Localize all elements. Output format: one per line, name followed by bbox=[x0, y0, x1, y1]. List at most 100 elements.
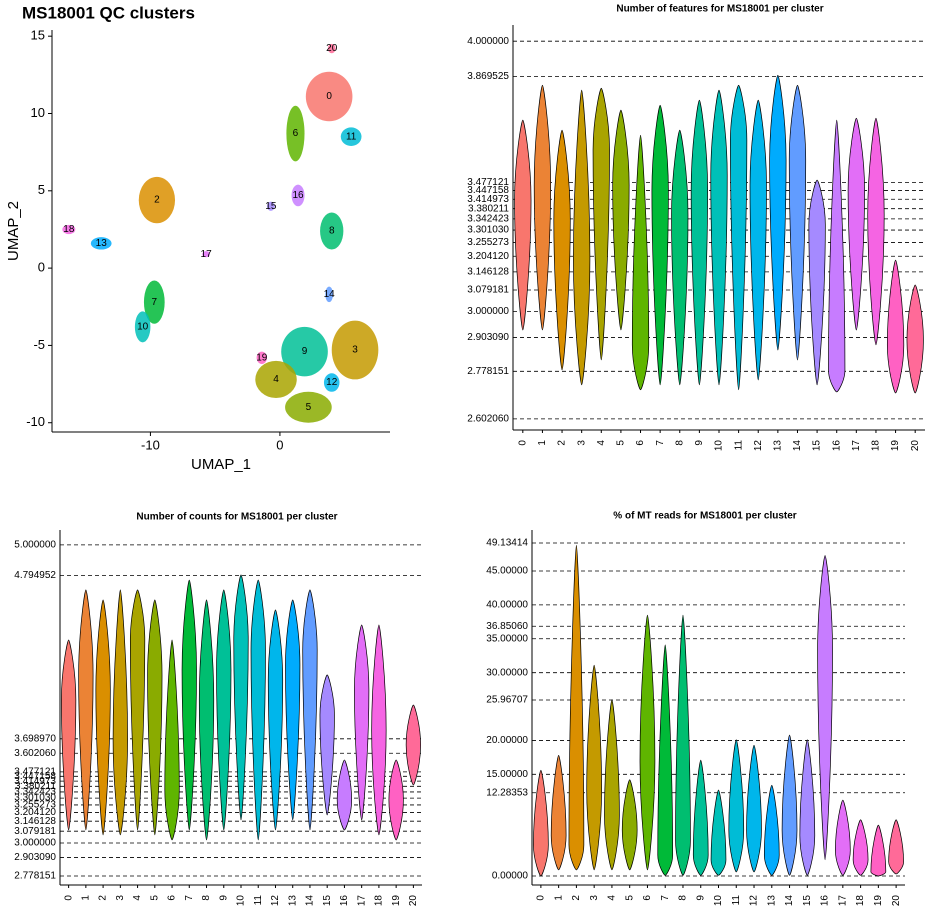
y-tick-label: 3.869525 bbox=[467, 71, 509, 82]
x-tick-label: 3 bbox=[589, 895, 600, 901]
y-tick-label: 3.342423 bbox=[14, 787, 56, 798]
x-tick-label: 17 bbox=[356, 895, 367, 907]
cluster-label: 20 bbox=[326, 43, 338, 54]
x-tick-label: 0 bbox=[517, 440, 528, 446]
x-tick-label: 14 bbox=[305, 895, 316, 907]
x-tick-label: 9 bbox=[695, 895, 706, 901]
y-tick-label: 3.255273 bbox=[14, 800, 56, 811]
cluster bbox=[266, 201, 275, 211]
violin bbox=[847, 117, 865, 331]
y-tick-label: 2.903090 bbox=[14, 852, 56, 863]
x-tick-label: 17 bbox=[851, 440, 862, 452]
cluster bbox=[327, 43, 336, 54]
violin bbox=[746, 744, 762, 873]
violin bbox=[514, 119, 532, 331]
violin bbox=[285, 599, 301, 821]
x-tick-label: 19 bbox=[890, 440, 901, 452]
x-tick-label: 8 bbox=[201, 895, 212, 901]
violin bbox=[550, 754, 567, 871]
cluster bbox=[291, 184, 305, 207]
cluster bbox=[286, 105, 305, 162]
chart-title: Number of features for MS18001 per clust… bbox=[616, 4, 823, 15]
y-tick-label: 3.380211 bbox=[468, 203, 509, 214]
violin bbox=[553, 129, 571, 371]
x-tick-label: 6 bbox=[635, 440, 646, 446]
x-tick-label: 8 bbox=[678, 895, 689, 901]
x-tick-label: 10 bbox=[714, 440, 725, 452]
cluster bbox=[143, 280, 165, 324]
violin bbox=[657, 644, 674, 876]
x-tick-label: 6 bbox=[642, 895, 653, 901]
violin bbox=[302, 589, 318, 831]
violin bbox=[769, 74, 787, 351]
violin bbox=[808, 179, 826, 386]
violin bbox=[371, 624, 387, 836]
x-tick-label: 15 bbox=[802, 895, 813, 907]
x-tick-label: 9 bbox=[218, 895, 229, 901]
y-tick-label: 3.698970 bbox=[14, 733, 56, 744]
cluster-label: 7 bbox=[152, 297, 158, 308]
y-tick-label: 45.00000 bbox=[486, 566, 528, 577]
violin bbox=[906, 284, 924, 394]
violin bbox=[799, 739, 816, 876]
y-tick-label: 3.255273 bbox=[467, 237, 509, 248]
x-tick-label: 7 bbox=[184, 895, 195, 901]
violin bbox=[675, 614, 691, 876]
cluster-label: 19 bbox=[256, 352, 268, 363]
cluster-label: 11 bbox=[346, 131, 357, 142]
x-tick-label: 15 bbox=[322, 895, 333, 907]
y-tick-label: 3.000000 bbox=[14, 838, 56, 849]
y-tick-label: 3.414973 bbox=[467, 194, 509, 205]
violin bbox=[728, 739, 745, 873]
violin bbox=[692, 759, 709, 876]
x-tick-label: 6 bbox=[167, 895, 178, 901]
violin bbox=[147, 599, 163, 836]
y-tick-label: 2.602060 bbox=[467, 414, 509, 425]
violin bbox=[533, 769, 549, 877]
y-tick-label: -5 bbox=[33, 337, 45, 352]
violin bbox=[781, 734, 798, 876]
x-tick-label: 7 bbox=[660, 895, 671, 901]
violin bbox=[817, 555, 833, 861]
x-tick-label: -10 bbox=[141, 437, 160, 452]
cluster-label: 14 bbox=[324, 289, 336, 300]
violin bbox=[886, 259, 905, 394]
x-tick-label: 1 bbox=[553, 895, 564, 901]
x-tick-label: 4 bbox=[132, 895, 143, 901]
cluster-label: 0 bbox=[326, 91, 332, 102]
x-tick-label: 13 bbox=[766, 895, 777, 907]
violin bbox=[835, 799, 851, 876]
x-tick-label: 0 bbox=[276, 437, 283, 452]
violin bbox=[828, 119, 846, 393]
violin bbox=[78, 589, 94, 831]
x-tick-label: 16 bbox=[820, 895, 831, 907]
violin bbox=[181, 579, 197, 831]
violin bbox=[586, 664, 602, 871]
cluster-label: 17 bbox=[201, 249, 213, 260]
x-tick-label: 8 bbox=[674, 440, 685, 446]
y-tick-label: 4.794952 bbox=[14, 570, 56, 581]
y-tick-label: 3.146128 bbox=[467, 267, 509, 278]
x-tick-label: 14 bbox=[784, 895, 795, 907]
y-tick-label: 3.602060 bbox=[14, 748, 56, 759]
x-tick-label: 14 bbox=[792, 440, 803, 452]
cluster-label: 10 bbox=[137, 322, 149, 333]
x-tick-label: 18 bbox=[374, 895, 385, 907]
violin bbox=[730, 84, 748, 391]
y-tick-label: 4.000000 bbox=[467, 36, 509, 47]
y-tick-label: 20.00000 bbox=[486, 735, 528, 746]
x-tick-label: 5 bbox=[624, 895, 635, 901]
x-tick-label: 20 bbox=[910, 440, 921, 452]
cluster-label: 9 bbox=[302, 346, 308, 357]
violin bbox=[631, 134, 650, 391]
x-tick-label: 20 bbox=[408, 895, 419, 907]
x-tick-label: 4 bbox=[596, 440, 607, 446]
cluster bbox=[325, 286, 334, 303]
x-tick-label: 12 bbox=[753, 440, 764, 452]
y-tick-label: 3.380211 bbox=[15, 781, 56, 792]
violin bbox=[621, 779, 638, 871]
violin bbox=[651, 104, 669, 386]
violin bbox=[710, 789, 727, 876]
violin bbox=[388, 759, 404, 841]
y-tick-label: 3.301030 bbox=[467, 225, 509, 236]
